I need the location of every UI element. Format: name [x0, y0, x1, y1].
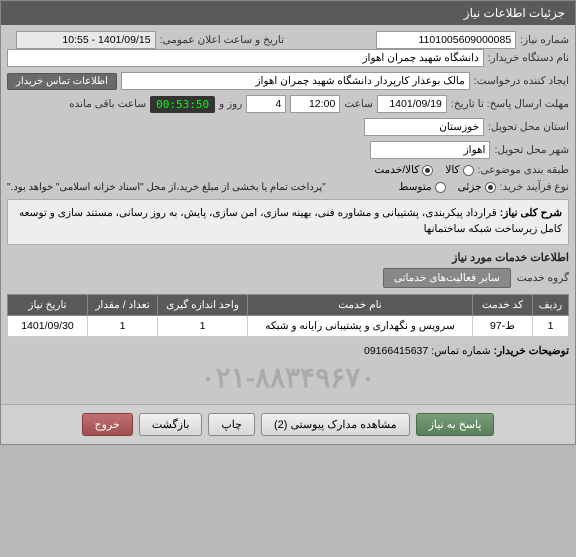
buyer-org-field: دانشگاه شهید چمران اهواز: [7, 49, 484, 67]
back-button[interactable]: بازگشت: [139, 413, 203, 436]
requester-field: مالک بوعذار کارپردار دانشگاه شهید چمران …: [121, 72, 470, 90]
contact-info-button[interactable]: اطلاعات تماس خریدار: [7, 73, 117, 90]
table-header: کد خدمت: [473, 294, 533, 315]
need-no-field: 1101005609000085: [376, 31, 516, 49]
table-cell: سرویس و نگهداری و پشتیبانی رایانه و شبکه: [248, 315, 473, 336]
radio-goods-label: کالا: [445, 164, 459, 176]
desc-text: قرارداد پیکربندی، پشتیبانی و مشاوره فنی،…: [19, 207, 562, 235]
subject-type-label: طبقه بندی موضوعی:: [478, 164, 569, 176]
radio-minor-option[interactable]: جزئی: [458, 181, 496, 193]
province-label: استان محل تحویل:: [488, 121, 569, 133]
radio-goods-icon: [463, 165, 474, 176]
attachments-button[interactable]: مشاهده مدارک پیوستی (2): [261, 413, 410, 436]
remaining-label: ساعت باقی مانده: [69, 98, 146, 110]
process-note: "پرداخت تمام یا بخشی از مبلغ خرید،از محل…: [7, 182, 395, 193]
time-label: ساعت: [344, 98, 373, 110]
table-row[interactable]: 1ط-97سرویس و نگهداری و پشتیبانی رایانه و…: [8, 315, 569, 336]
content-area: شماره نیاز: 1101005609000085 تاریخ و ساع…: [1, 25, 575, 404]
table-cell: 1401/09/30: [8, 315, 88, 336]
respond-button[interactable]: پاسخ به نیاز: [416, 413, 495, 436]
deadline-label: مهلت ارسال پاسخ: تا تاریخ:: [451, 98, 569, 110]
table-cell: ط-97: [473, 315, 533, 336]
buyer-notes-label: توضیحات خریدار:: [494, 345, 569, 357]
services-table: ردیفکد خدمتنام خدمتواحد اندازه گیریتعداد…: [7, 294, 569, 337]
radio-minor-label: جزئی: [458, 181, 482, 193]
need-no-label: شماره نیاز:: [520, 34, 569, 46]
deadline-date-field: 1401/09/19: [377, 95, 447, 113]
city-field: اهواز: [370, 141, 490, 159]
services-section-title: اطلاعات خدمات مورد نیاز: [7, 251, 569, 264]
deadline-time-field: 12:00: [290, 95, 340, 113]
province-field: خوزستان: [364, 118, 484, 136]
city-label: شهر محل تحویل:: [494, 144, 569, 156]
process-type-label: نوع فرآیند خرید:: [500, 181, 569, 193]
group-label: گروه خدمت: [517, 272, 569, 284]
announce-label: تاریخ و ساعت اعلان عمومی:: [160, 34, 284, 46]
table-cell: 1: [158, 315, 248, 336]
watermark-phone: ۰۲۱-۸۸۳۴۹۶۷۰: [7, 361, 569, 394]
announce-field: 1401/09/15 - 10:55: [16, 31, 156, 49]
radio-medium-label: متوسط: [399, 181, 432, 193]
print-button[interactable]: چاپ: [208, 413, 255, 436]
radio-medium-icon: [435, 182, 446, 193]
table-cell: 1: [88, 315, 158, 336]
radio-goods-option[interactable]: کالا: [445, 164, 473, 176]
countdown-timer: 00:53:50: [150, 96, 215, 113]
days-field: 4: [246, 95, 286, 113]
radio-service-option[interactable]: کالا/خدمت: [374, 164, 433, 176]
requester-label: ایجاد کننده درخواست:: [474, 75, 569, 87]
footer-actions: پاسخ به نیاز مشاهده مدارک پیوستی (2) چاپ…: [1, 404, 575, 444]
description-box: شرح کلی نیاز: قرارداد پیکربندی، پشتیبانی…: [7, 199, 569, 245]
table-header: واحد اندازه گیری: [158, 294, 248, 315]
buyer-org-label: نام دستگاه خریدار:: [488, 52, 569, 64]
radio-service-icon: [422, 165, 433, 176]
group-value-field: سایر فعالیت‌های خدماتی: [383, 268, 511, 288]
radio-service-label: کالا/خدمت: [374, 164, 419, 176]
table-cell: 1: [533, 315, 569, 336]
table-header: تعداد / مقدار: [88, 294, 158, 315]
table-header: نام خدمت: [248, 294, 473, 315]
radio-medium-option[interactable]: متوسط: [399, 181, 446, 193]
contact-phone: شماره تماس: 09166415637: [364, 345, 491, 357]
days-label: روز و: [219, 98, 242, 110]
desc-title: شرح کلی نیاز:: [500, 207, 562, 219]
window-titlebar: جزئیات اطلاعات نیاز: [1, 1, 575, 25]
radio-minor-icon: [485, 182, 496, 193]
table-header: تاریخ نیاز: [8, 294, 88, 315]
exit-button[interactable]: خروج: [82, 413, 133, 436]
table-header: ردیف: [533, 294, 569, 315]
